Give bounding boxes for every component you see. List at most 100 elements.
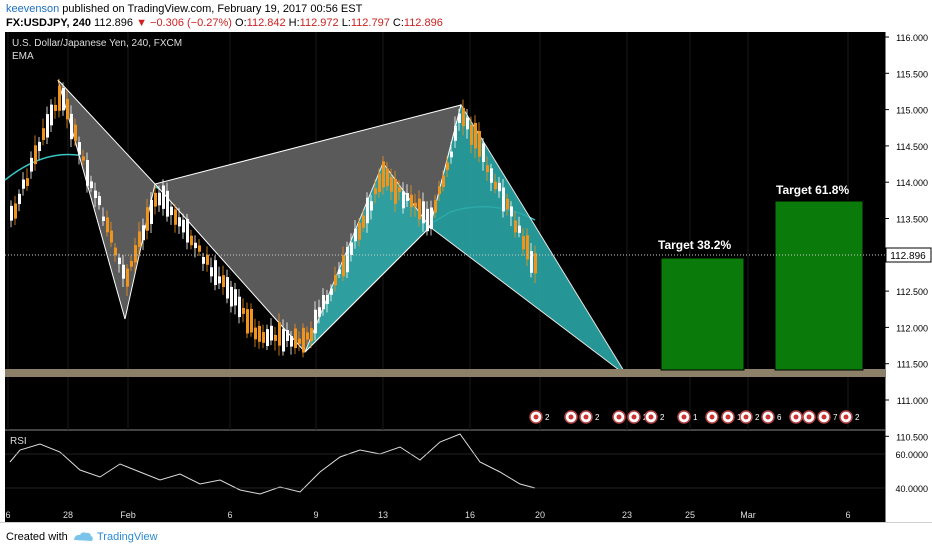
candle-body xyxy=(402,191,405,209)
candle-body xyxy=(94,190,97,199)
candle-body xyxy=(338,269,341,274)
candle-body xyxy=(334,275,337,286)
published-text: published on TradingView.com, February 1… xyxy=(62,3,363,15)
candle-body xyxy=(274,334,277,341)
candle-body xyxy=(530,251,533,273)
candle-body xyxy=(386,168,389,187)
candle-body xyxy=(182,219,185,233)
candle-body xyxy=(370,201,373,211)
candle-body xyxy=(18,193,21,205)
candle-body xyxy=(398,187,401,192)
candle-body xyxy=(514,220,517,233)
candle-body xyxy=(162,185,165,209)
rsi-curve xyxy=(9,433,536,495)
candle-body xyxy=(390,176,393,192)
high-label: H: xyxy=(288,17,300,29)
event-flag-dot xyxy=(765,414,771,420)
candle-body xyxy=(286,330,289,341)
close-value: 112.896 xyxy=(403,17,443,29)
candle-body xyxy=(38,141,41,152)
event-flag-dot xyxy=(806,414,812,420)
grid xyxy=(7,32,849,430)
date-tick-label: 6 xyxy=(5,510,10,520)
candle-body xyxy=(46,114,49,138)
candle-body xyxy=(190,235,193,246)
candle-body xyxy=(170,206,173,216)
candle-body xyxy=(14,203,17,219)
rsi-pane[interactable] xyxy=(5,430,885,506)
author-link[interactable]: keevenson xyxy=(6,3,60,15)
candle-body xyxy=(354,228,357,242)
candle-body xyxy=(142,225,145,241)
candle-body xyxy=(310,328,313,342)
candle-body xyxy=(430,207,433,229)
candle-body xyxy=(122,264,125,279)
price-change: −0.306 (−0.27%) xyxy=(150,17,232,29)
candle-body xyxy=(498,182,501,192)
symbol-name[interactable]: FX:USDJPY, 240 xyxy=(6,17,91,29)
candle-body xyxy=(510,206,513,217)
candle-body xyxy=(218,276,221,284)
candle-body xyxy=(30,157,33,172)
target-61-box xyxy=(774,200,864,371)
candle-body xyxy=(422,201,425,224)
candle-body xyxy=(118,257,121,265)
price-tick-label: 115.000 xyxy=(896,106,928,116)
event-badges[interactable]: 232122161264272 xyxy=(529,410,860,424)
candle-body xyxy=(110,230,113,243)
candle-body xyxy=(322,295,325,310)
candle-body xyxy=(502,187,505,212)
candle-body xyxy=(210,267,213,277)
candle-body xyxy=(246,309,249,334)
event-count: 7 xyxy=(833,413,838,422)
chart-title: U.S. Dollar/Japanese Yen, 240, FXCM xyxy=(12,38,182,49)
candle-body xyxy=(194,242,197,249)
date-tick-label: 28 xyxy=(63,510,73,520)
tradingview-logo-icon[interactable] xyxy=(72,530,94,544)
candle-body xyxy=(126,268,129,287)
candle-body xyxy=(206,254,209,265)
date-tick-label: 6 xyxy=(845,510,850,520)
candle-body xyxy=(446,162,449,170)
event-flag-dot xyxy=(821,414,827,420)
price-scale[interactable] xyxy=(885,32,932,522)
candle-body xyxy=(34,145,37,165)
candle-body xyxy=(526,235,529,260)
candle-body xyxy=(150,199,153,224)
price-chart[interactable]: Target 38.2% Target 61.8% 23212216126427… xyxy=(0,32,932,522)
candle-body xyxy=(302,327,305,353)
date-tick-label: 13 xyxy=(378,510,388,520)
date-tick-label: Feb xyxy=(120,510,136,520)
candle-body xyxy=(410,194,413,208)
event-flag-dot xyxy=(843,414,849,420)
candle-body xyxy=(518,225,521,233)
candle-body xyxy=(254,327,257,340)
candle-body xyxy=(534,253,537,274)
candle-body xyxy=(130,260,133,267)
date-tick-label: 16 xyxy=(465,510,475,520)
price-tick-label: 111.500 xyxy=(897,360,928,370)
indicator-label: EMA xyxy=(12,51,34,62)
candle-body xyxy=(282,328,285,352)
candle-body xyxy=(42,128,45,140)
candle-body xyxy=(462,107,465,127)
time-axis[interactable] xyxy=(5,506,885,522)
candle-body xyxy=(490,168,493,183)
candle-body xyxy=(298,338,301,344)
event-flag-dot xyxy=(709,414,715,420)
candle-body xyxy=(106,217,109,233)
tradingview-link[interactable]: TradingView xyxy=(97,531,158,543)
candle-body xyxy=(262,332,265,343)
candle-body xyxy=(238,296,241,318)
candle-body xyxy=(50,104,53,126)
down-arrow-icon: ▼ xyxy=(136,17,147,29)
candle-body xyxy=(66,98,69,120)
rsi-tick-label: 40.0000 xyxy=(895,484,928,494)
price-tick-label: 112.500 xyxy=(896,287,928,297)
candle-body xyxy=(250,308,253,333)
created-with-text: Created with xyxy=(6,531,68,543)
close-label: C: xyxy=(392,17,404,29)
candle-body xyxy=(406,193,409,201)
candle-body xyxy=(342,255,345,277)
candle-body xyxy=(74,124,77,141)
